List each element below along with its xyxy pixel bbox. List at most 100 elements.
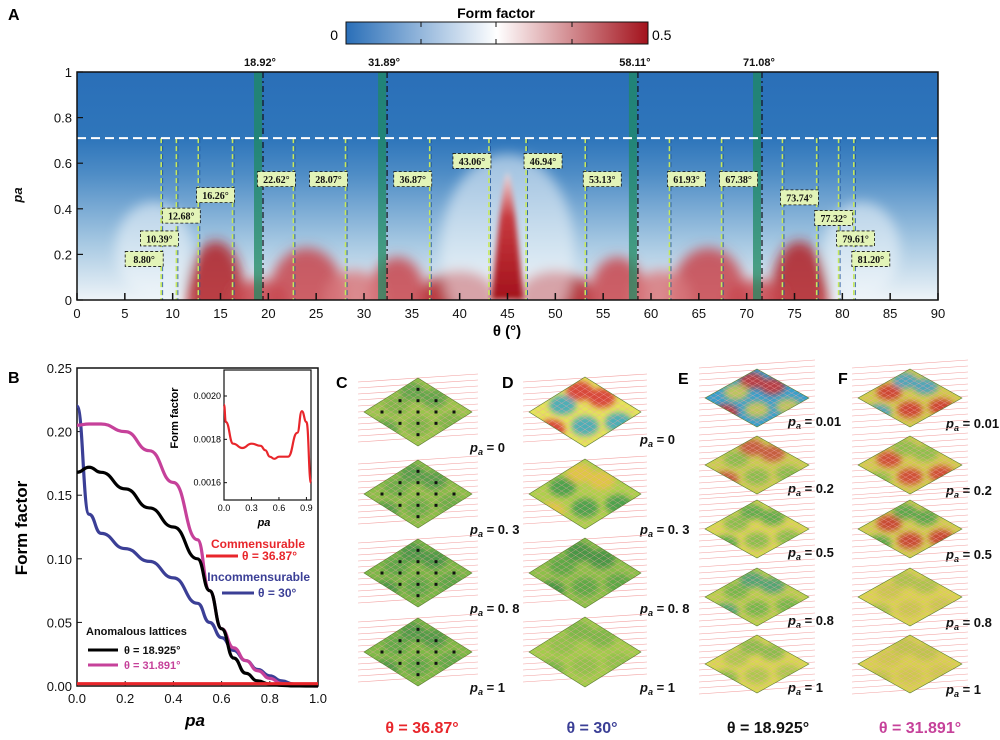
heatmap-ytick-label: 0.6: [54, 156, 72, 171]
commensurate-label-box-7: [452, 153, 492, 169]
lattice-F-pa-label: pa = 0.5: [945, 547, 992, 564]
lattice-D-3: [522, 613, 648, 688]
heatmap-xtick-label: 0: [73, 306, 80, 321]
inset-frame: [223, 369, 312, 501]
commensurate-label-4: 22.62°: [263, 175, 290, 186]
panel-d-letter: D: [502, 375, 514, 392]
panel-e-theta: θ = 18.925°: [727, 720, 809, 737]
lattice-E-pa-label: pa = 0.8: [787, 613, 834, 630]
heatmap-xtick-label: 55: [596, 306, 610, 321]
inset-ytick-label: 0.0016: [193, 478, 221, 488]
anomalous-annotation: Anomalous lattices: [86, 626, 187, 638]
lattice-D-2: [522, 534, 648, 609]
heatmap-ytick-label: 1: [65, 65, 72, 80]
lattice-C-pa-label: pa = 0: [469, 440, 505, 457]
commensurate-label-box-6: [393, 171, 433, 188]
lattice-F-1: [851, 426, 969, 496]
lineplot-xtick-label: 0.8: [261, 691, 279, 706]
commensurate-label-6: 36.87°: [399, 175, 426, 186]
panel-a-letter: A: [8, 7, 20, 24]
lineplot-xtick-label: 0.0: [68, 691, 86, 706]
heatmap-ylabel: pa: [10, 187, 25, 203]
colorbar: [345, 21, 649, 45]
incommensurable-annotation: Incommensurable: [207, 570, 310, 584]
heat-glow-1: [115, 201, 192, 298]
lattice-C-pa-label: pa = 0. 3: [469, 522, 519, 539]
commensurate-label-0: 8.80°: [133, 255, 155, 266]
legend-label-36.87: θ = 36.87°: [242, 549, 297, 563]
heat-blob-10: [325, 270, 384, 300]
inset-ytick-label: 0.0020: [193, 391, 221, 401]
lattice-C-pa-label: pa = 1: [469, 680, 505, 697]
lattice-D-pa-label: pa = 0. 8: [639, 601, 689, 618]
heatmap-xtick-label: 90: [931, 306, 945, 321]
panel-c-letter: C: [336, 375, 348, 392]
anomalous-label-0: 18.92°: [244, 57, 276, 69]
lineplot-xtick-label: 0.6: [213, 691, 231, 706]
commensurate-label-11: 67.38°: [725, 175, 752, 186]
commensurate-label-box-5: [309, 171, 348, 188]
colorbar-min-label: 0: [330, 27, 338, 43]
colorbar-ticks: [420, 22, 573, 44]
heatmap-xtick-label: 50: [548, 306, 562, 321]
lattice-C-3: [357, 613, 479, 687]
heatmap-ytick-label: 0.8: [54, 111, 72, 126]
lattice-E-pa-label: pa = 1: [787, 680, 823, 697]
heat-blob-0: [187, 241, 245, 300]
heatmap-xtick-label: 45: [500, 306, 514, 321]
lattice-F-pa-label: pa = 0.8: [945, 615, 992, 632]
panel-b-letter: B: [8, 370, 20, 387]
commensurate-label-14: 79.61°: [842, 234, 869, 245]
heatmap-xtick-label: 5: [121, 306, 128, 321]
commensurate-label-box-2: [161, 207, 201, 224]
lineplot-ytick-label: 0.20: [47, 425, 72, 440]
colorbar-title: Form factor: [457, 5, 535, 21]
lattice-E-pa-label: pa = 0.5: [787, 545, 834, 562]
anomalous-label-3: 71.08°: [743, 57, 775, 69]
inset-xtick-label: 0.9: [300, 503, 313, 513]
lattice-D-0: [522, 373, 648, 448]
commensurate-label-box-1: [139, 230, 179, 247]
heatmap-ytick-label: 0.4: [54, 202, 72, 217]
inset-xtick-label: 0.3: [245, 503, 258, 513]
lattice-D-1: [522, 455, 648, 530]
commensurate-label-9: 53.13°: [589, 175, 616, 186]
heatmap-xtick-label: 40: [452, 306, 466, 321]
colorbar-max-label: 0.5: [652, 27, 672, 43]
lattice-C-1: [357, 455, 479, 529]
heat-blob-7: [770, 241, 828, 300]
commensurate-label-box-13: [814, 210, 854, 226]
commensurate-label-box-11: [719, 171, 759, 188]
lattice-E-pa-label: pa = 0.01: [787, 414, 841, 431]
lineplot-xtick-label: 0.4: [164, 691, 182, 706]
inset-xtick-label: 0.0: [218, 503, 231, 513]
commensurate-label-13: 77.32°: [820, 214, 847, 225]
anomalous-band-1: [378, 72, 387, 300]
lattice-F-4: [851, 625, 969, 695]
panel-d-theta: θ = 30°: [566, 720, 617, 737]
panel-f-theta: θ = 31.891°: [879, 720, 961, 737]
legend-label-31.891: θ = 31.891°: [124, 660, 181, 672]
commensurate-label-box-3: [196, 187, 235, 204]
heatmap-xtick-label: 80: [835, 306, 849, 321]
heatmap-xtick-label: 15: [213, 306, 227, 321]
commensurate-label-15: 81.20°: [858, 255, 885, 266]
heatmap-xtick-label: 85: [883, 306, 897, 321]
inset-ylabel: Form factor: [169, 387, 181, 449]
inset-ytick-label: 0.0018: [193, 434, 221, 444]
heatmap-xtick-label: 65: [692, 306, 706, 321]
lineplot-xtick-label: 0.2: [116, 691, 134, 706]
heatmap-xtick-label: 10: [165, 306, 179, 321]
lattice-F-0: [851, 359, 969, 429]
legend-label-18.925: θ = 18.925°: [124, 645, 181, 657]
heat-blob-11: [631, 270, 690, 300]
legend-label-30: θ = 30°: [258, 586, 297, 600]
heat-glow-2: [823, 201, 900, 298]
commensurate-label-8: 46.94°: [530, 157, 557, 168]
lattice-D-pa-label: pa = 0. 3: [639, 522, 689, 539]
series-line-1: [75, 404, 319, 688]
lineplot-ytick-label: 0.00: [47, 679, 72, 694]
commensurate-label-10: 61.93°: [673, 175, 700, 186]
